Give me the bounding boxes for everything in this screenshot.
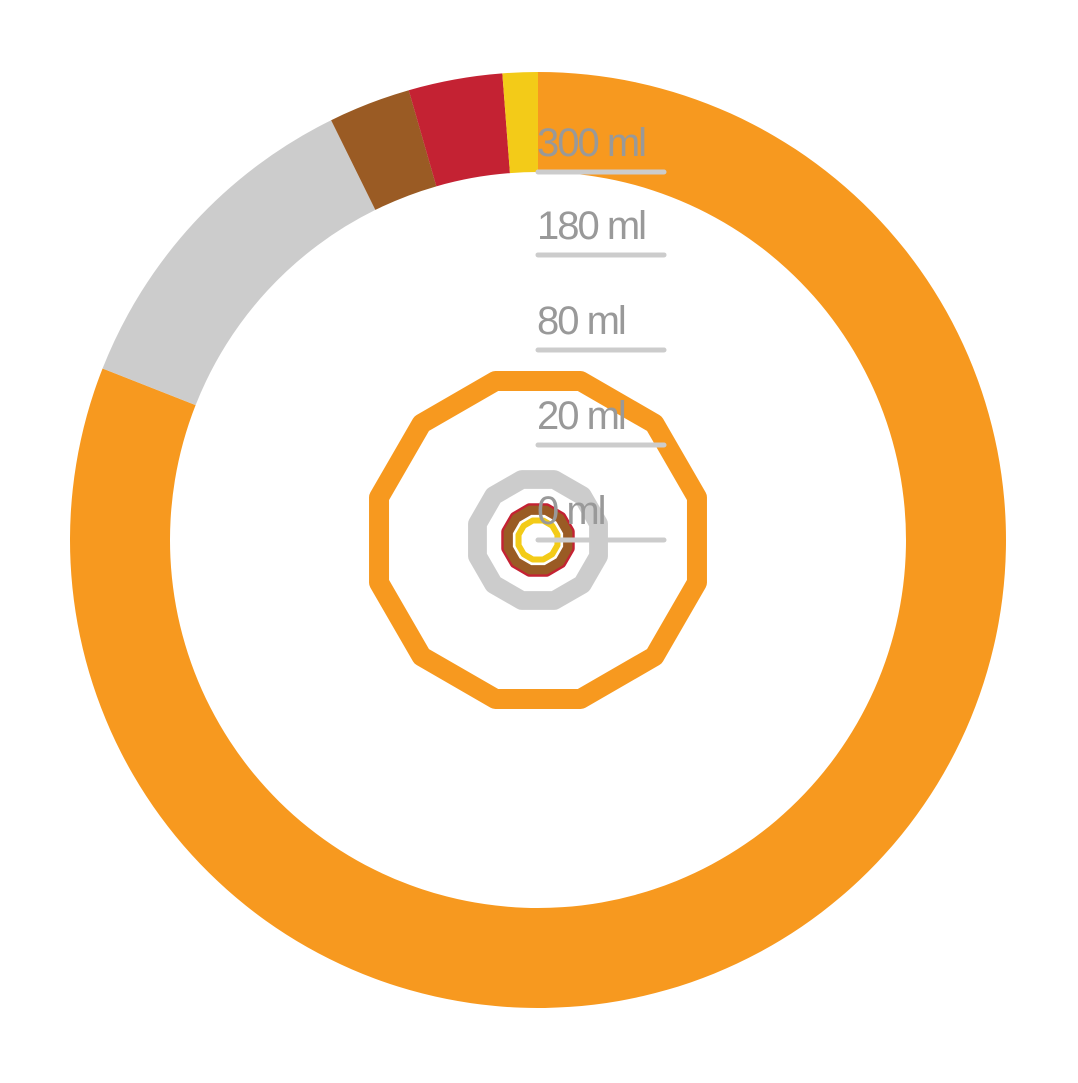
volume-ring — [515, 517, 561, 563]
tick-label: 0 ml — [537, 489, 605, 533]
volume-ring — [503, 505, 573, 575]
tick-label: 300 ml — [537, 121, 645, 165]
tick-label: 180 ml — [537, 204, 645, 248]
tick-label: 80 ml — [537, 299, 625, 343]
donut-segment — [502, 72, 538, 174]
donut-segment — [331, 90, 437, 210]
volume-ring — [468, 470, 608, 610]
tick-label: 20 ml — [537, 394, 625, 438]
donut-segment — [408, 73, 510, 187]
donut-segment — [102, 120, 376, 406]
volume-ring — [369, 371, 707, 709]
